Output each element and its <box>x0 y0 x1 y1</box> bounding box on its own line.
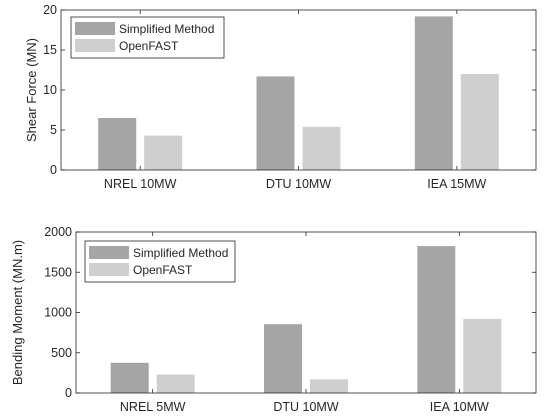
chart-2: 0 500 1000 1500 2000 NREL 5MW DTU 10MW IEA 10MW… <box>10 225 537 414</box>
bar-openfast-2 <box>310 379 348 393</box>
legend: Simplified Method OpenFAST <box>84 240 236 283</box>
bar-simplified-method-1 <box>110 362 149 393</box>
legend-label: OpenFAST <box>119 39 179 53</box>
x-tick-label: NREL 10MW <box>104 177 177 191</box>
legend-swatch <box>75 22 115 35</box>
legend-label: Simplified Method <box>133 246 228 260</box>
bar-openfast-1 <box>144 135 183 170</box>
legend-swatch <box>75 39 115 52</box>
y-tick-label: 10 <box>43 83 57 97</box>
legend-swatch <box>89 263 129 276</box>
x-tick-label: DTU 10MW <box>273 400 338 414</box>
y-tick-label: 500 <box>51 346 72 360</box>
y-tick-label: 2000 <box>44 225 72 239</box>
bar-simplified-method-1 <box>98 118 137 170</box>
y-tick-label: 1000 <box>44 306 72 320</box>
y-tick-label: 20 <box>43 3 57 17</box>
bar-simplified-method-2 <box>264 324 302 393</box>
bar-openfast-3 <box>463 318 502 393</box>
y-tick-label: 15 <box>43 43 57 57</box>
x-tick-label: NREL 5MW <box>120 400 186 414</box>
bar-simplified-method-3 <box>414 16 453 171</box>
y-axis-label: Shear Force (MN) <box>24 38 39 142</box>
legend-swatch <box>89 246 129 259</box>
bar-openfast-2 <box>302 126 341 170</box>
y-tick-label: 1500 <box>44 265 72 279</box>
x-tick-label: IEA 10MW <box>430 400 489 414</box>
bar-simplified-method-3 <box>417 246 456 393</box>
chart-1: 0 5 10 15 20 NREL 10MW DTU 10MW IEA 15MW Shear F… <box>24 3 537 191</box>
bar-simplified-method-2 <box>256 76 295 170</box>
y-axis-label: Bending Moment (MN.m) <box>10 240 25 385</box>
y-tick-label: 5 <box>50 123 57 137</box>
bar-openfast-1 <box>156 374 195 393</box>
y-tick-label: 0 <box>65 386 72 400</box>
legend-label: Simplified Method <box>119 22 214 36</box>
x-tick-label: DTU 10MW <box>266 177 331 191</box>
legend-label: OpenFAST <box>133 263 193 277</box>
legend: Simplified Method OpenFAST <box>70 16 225 59</box>
y-tick-label: 0 <box>50 163 57 177</box>
bar-openfast-3 <box>460 74 499 170</box>
x-tick-label: IEA 15MW <box>427 177 486 191</box>
